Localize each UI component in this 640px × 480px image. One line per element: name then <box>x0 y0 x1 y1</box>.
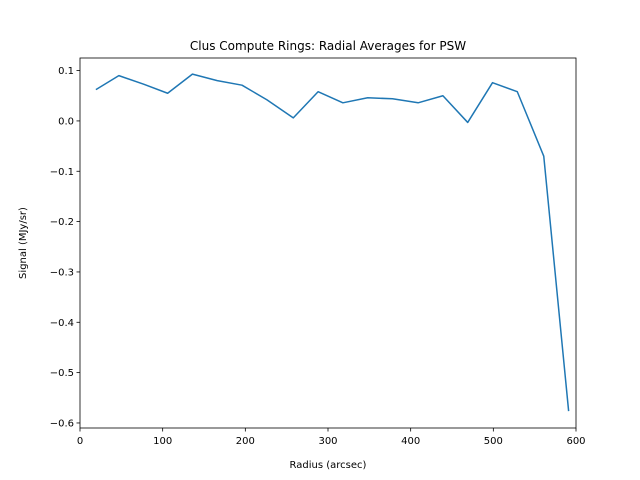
y-tick-label: −0.2 <box>50 217 74 228</box>
x-tick-label: 200 <box>236 436 255 447</box>
x-tick-label: 600 <box>566 436 585 447</box>
chart-title: Clus Compute Rings: Radial Averages for … <box>190 39 466 53</box>
x-axis-ticks: 0 100 200 300 400 500 600 <box>77 428 586 447</box>
x-tick-label: 400 <box>401 436 420 447</box>
y-tick-label: 0.1 <box>58 66 74 77</box>
y-tick-label: −0.5 <box>50 368 74 379</box>
y-tick-label: 0.0 <box>58 116 74 127</box>
y-axis-ticks: 0.1 0.0 −0.1 −0.2 −0.3 −0.4 −0.5 −0.6 <box>50 66 80 429</box>
x-axis-label: Radius (arcsec) <box>290 460 367 471</box>
plot-content <box>95 73 570 412</box>
y-tick-label: −0.3 <box>50 267 74 278</box>
y-tick-label: −0.1 <box>50 167 74 178</box>
series-line <box>95 73 570 412</box>
x-tick-label: 300 <box>318 436 337 447</box>
y-tick-label: −0.4 <box>50 318 74 329</box>
x-tick-label: 0 <box>77 436 83 447</box>
y-axis-label: Signal (MJy/sr) <box>18 207 29 279</box>
x-tick-label: 100 <box>153 436 172 447</box>
plot-frame <box>79 57 577 429</box>
x-tick-label: 500 <box>484 436 503 447</box>
y-tick-label: −0.6 <box>50 418 74 429</box>
